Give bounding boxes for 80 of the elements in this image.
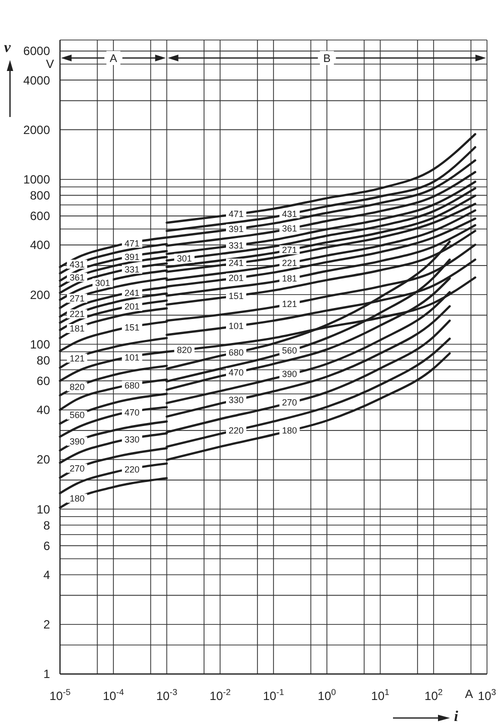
x-tick-label: 10$^{-2}$ <box>210 687 231 703</box>
series-label: 470 <box>124 408 140 418</box>
series-label: 270 <box>70 463 85 474</box>
text: V <box>46 57 54 72</box>
x-tick-label: 10$^{0}$ <box>318 687 336 703</box>
y-tick-label: 10 <box>36 502 50 516</box>
series-label: 220 <box>124 464 140 474</box>
series-label: 121 <box>70 353 85 364</box>
series-label: 560 <box>282 346 298 356</box>
series-label: 391 <box>228 224 244 234</box>
text: A <box>464 687 473 701</box>
x-tick-label: 10$^{-4}$ <box>102 687 124 703</box>
series-label: 390 <box>70 436 85 446</box>
series-label: 271 <box>70 293 85 304</box>
y-tick-label: 2000 <box>23 122 50 137</box>
annotation: A <box>110 52 118 65</box>
series-label: 181 <box>70 324 85 334</box>
series-label: 470 <box>228 368 244 378</box>
series-label: 820 <box>70 382 85 392</box>
series-label: 390 <box>282 369 298 380</box>
x-tick-label: 10$^{1}$ <box>371 687 390 703</box>
x-tick-label: 10$^{3}$ <box>478 687 496 703</box>
x-tick-label: 10$^{-5}$ <box>49 687 71 703</box>
series-label: 271 <box>282 244 298 255</box>
series-label: 431 <box>70 259 85 270</box>
series-label: 121 <box>282 299 298 310</box>
y-tick-label: 100 <box>30 337 50 352</box>
series-label: 330 <box>228 395 244 406</box>
y-tick-label: 800 <box>30 188 50 203</box>
series-label: 431 <box>282 208 298 219</box>
series-label: 391 <box>124 252 140 262</box>
y-tick-label: 2 <box>43 618 50 632</box>
series-label: 680 <box>124 380 140 390</box>
series-label: 241 <box>124 288 140 298</box>
series-label: 101 <box>124 352 140 362</box>
series-label: 361 <box>282 224 298 234</box>
y-tick-label: 40 <box>36 403 50 418</box>
x-tick-label: 10$^{-3}$ <box>156 687 178 703</box>
y-tick-label: 20 <box>36 452 50 467</box>
series-label: 221 <box>70 309 85 320</box>
series-label: 201 <box>124 302 140 312</box>
series-label: 151 <box>228 290 244 301</box>
y-tick-label: 80 <box>36 353 50 368</box>
y-tick-label: 6 <box>43 538 50 553</box>
series-label: 361 <box>70 272 85 282</box>
series-label: 151 <box>124 322 140 333</box>
series-label: 220 <box>228 425 244 436</box>
x-axis-title: i <box>454 709 458 725</box>
series-label: 301 <box>95 278 110 288</box>
series-label: 201 <box>228 272 244 283</box>
series-label: 820 <box>176 344 192 355</box>
series-label: 560 <box>70 410 85 420</box>
x-tick-label: 10$^{-1}$ <box>262 687 284 703</box>
series-label: 101 <box>228 321 244 332</box>
annotation: B <box>323 52 331 65</box>
series-label: 180 <box>282 426 298 436</box>
series-label: 180 <box>70 493 85 504</box>
series-label: 680 <box>228 347 244 358</box>
series-label: 221 <box>282 258 298 268</box>
series-label: 181 <box>282 274 298 284</box>
y-tick-label: 200 <box>30 288 50 302</box>
y-axis-title: v <box>4 40 11 56</box>
series-label: 331 <box>228 240 244 250</box>
y-tick-label: 400 <box>30 238 50 252</box>
y-tick-label: 60 <box>36 374 50 388</box>
series-label: 301 <box>176 253 192 264</box>
y-tick-label: 8 <box>43 518 50 532</box>
y-tick-label: 600 <box>30 209 50 224</box>
series-label: 471 <box>228 209 244 220</box>
series-label: 471 <box>124 238 140 248</box>
y-tick-label: 1000 <box>23 172 50 187</box>
series-label: 331 <box>124 264 140 274</box>
series-label: 330 <box>124 434 140 444</box>
y-tick-label: 1 <box>43 667 50 682</box>
y-tick-label: 4000 <box>23 73 50 88</box>
y-tick-label: 6000 <box>23 44 50 58</box>
x-tick-label: 10$^{2}$ <box>424 687 443 703</box>
series-label: 241 <box>228 258 244 268</box>
y-tick-label: 4 <box>43 568 50 582</box>
series-label: 270 <box>282 398 298 408</box>
